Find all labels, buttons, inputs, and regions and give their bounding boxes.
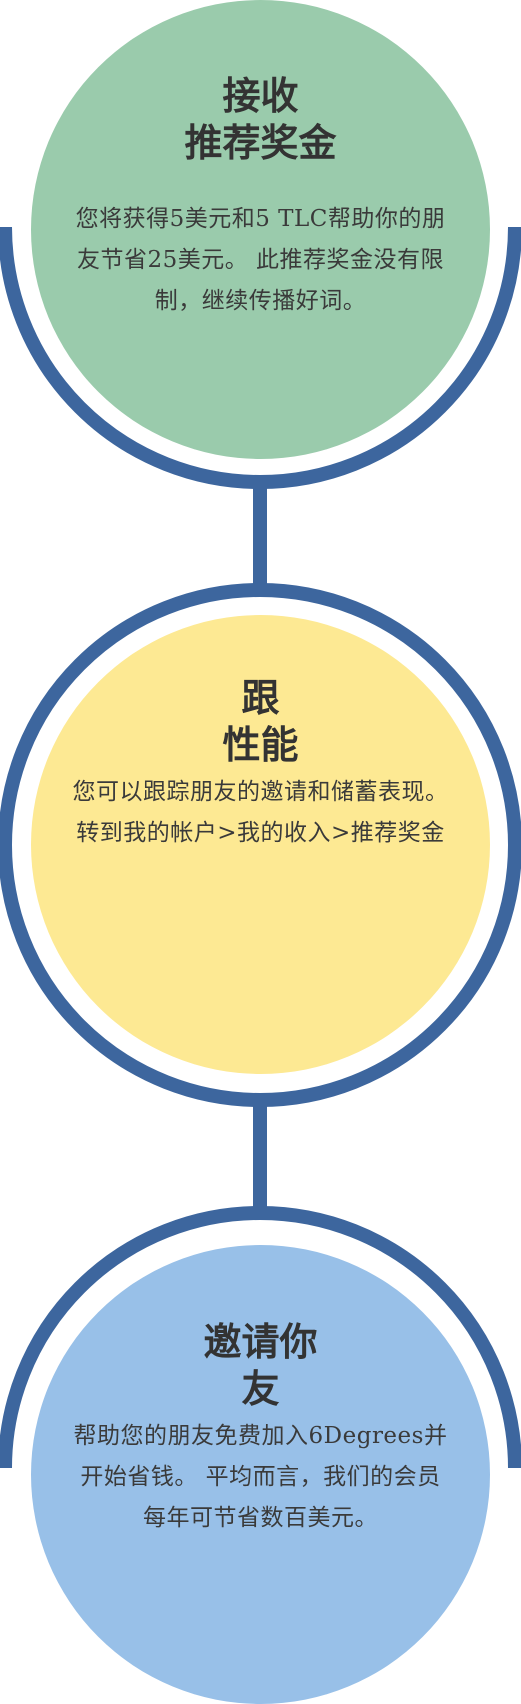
step-title: 接收 推荐奖金 [184, 73, 337, 165]
step-description: 帮助您的朋友免费加入6Degrees并开始省钱。 平均而言，我们的会员每年可节省… [73, 1423, 448, 1531]
step-description: 您可以跟踪朋友的邀请和储蓄表现。 转到我的帐户>我的收入>推荐奖金 [72, 779, 449, 846]
green-disc [31, 0, 490, 459]
blue-disc [31, 1245, 490, 1704]
step-invite-friends: 邀请你 友 帮助您的朋友免费加入6Degrees并开始省钱。 平均而言，我们的会… [70, 1318, 451, 1539]
ring-arc-3 [0, 1206, 521, 1469]
step-title: 邀请你 友 [203, 1319, 318, 1411]
step-description: 您将获得5美元和5 TLC帮助你的朋友节省25美元。 此推荐奖金没有限制，继续传… [75, 206, 446, 314]
ring-arc-1 [0, 226, 521, 489]
step-track-performance: 跟 性能 您可以跟踪朋友的邀请和储蓄表现。 转到我的帐户>我的收入>推荐奖金 [70, 674, 451, 854]
yellow-disc [31, 615, 490, 1074]
step-receive-bonus: 接收 推荐奖金 您将获得5美元和5 TLC帮助你的朋友节省25美元。 此推荐奖金… [70, 72, 451, 322]
step-title: 跟 性能 [222, 675, 299, 767]
